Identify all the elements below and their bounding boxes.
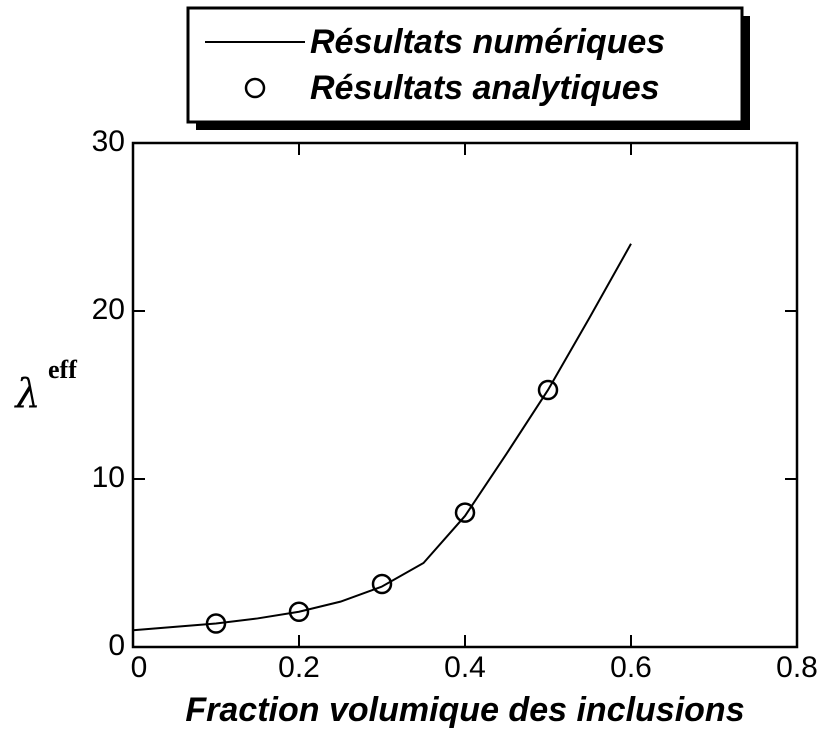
plot-frame bbox=[131, 141, 799, 649]
data-point bbox=[205, 613, 227, 634]
data-point bbox=[288, 601, 310, 622]
x-tick-label: 0 bbox=[131, 651, 148, 684]
y-tick-label: 0 bbox=[108, 629, 125, 662]
y-tick-label: 30 bbox=[92, 125, 125, 158]
data-line bbox=[132, 243, 632, 632]
y-tick-label: 20 bbox=[92, 293, 125, 326]
x-tick-label: 0.2 bbox=[278, 651, 320, 684]
data-point bbox=[454, 502, 476, 523]
legend-box bbox=[186, 6, 744, 124]
y-tick-label: 10 bbox=[92, 461, 125, 494]
data-point bbox=[371, 573, 393, 595]
legend-marker-sample bbox=[244, 77, 266, 99]
legend-label: Résultats analytiques bbox=[310, 69, 660, 107]
legend-label: Résultats numériques bbox=[310, 23, 665, 61]
x-tick-label: 0.6 bbox=[610, 651, 652, 684]
y-axis-label-superscript: eff bbox=[48, 355, 77, 384]
y-axis-label: λ bbox=[13, 371, 40, 417]
x-tick-label: 0.8 bbox=[776, 651, 818, 684]
data-point bbox=[537, 379, 559, 401]
x-tick-label: 0.4 bbox=[444, 651, 486, 684]
x-axis-label: Fraction volumique des inclusions bbox=[185, 691, 744, 729]
